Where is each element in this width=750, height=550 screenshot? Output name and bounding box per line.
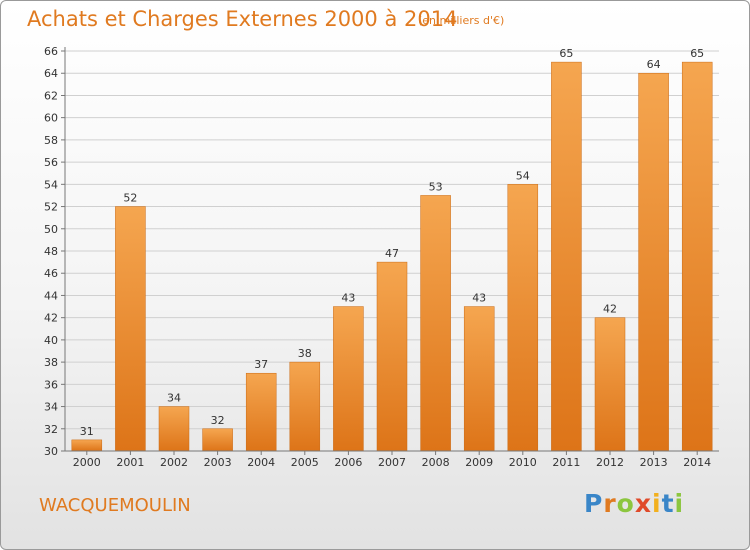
- x-tick-label: 2000: [73, 456, 101, 469]
- bar-2003: [202, 428, 233, 452]
- bar-labels: 31 52 34 32 37 38 43 47 53 43 54 65 42 64 65: [80, 47, 704, 438]
- x-tick-label: 2006: [334, 456, 362, 469]
- y-tick-label: 48: [44, 245, 58, 258]
- bar-value-label: 65: [690, 47, 704, 60]
- bar-value-label: 43: [472, 292, 486, 305]
- bar-2005: [289, 361, 321, 452]
- bars: [71, 61, 713, 452]
- bar-value-label: 38: [298, 347, 312, 360]
- proxiti-logo: Proxiti: [584, 489, 684, 518]
- axes: [64, 47, 719, 452]
- bar-value-label: 42: [603, 303, 617, 316]
- x-axis-ticks: 2000 2001 2002 2003 2004 2005 2006 2007 2008 2009…: [73, 451, 711, 469]
- bar-value-label: 34: [167, 392, 181, 405]
- logo-letter: i: [674, 489, 685, 518]
- y-tick-label: 32: [44, 423, 58, 436]
- y-tick-label: 34: [44, 401, 58, 414]
- x-tick-label: 2012: [596, 456, 624, 469]
- x-tick-label: 2005: [291, 456, 319, 469]
- bar-value-label: 53: [429, 180, 443, 193]
- x-tick-label: 2013: [640, 456, 668, 469]
- chart-title: Achats et Charges Externes 2000 à 2014: [27, 7, 458, 31]
- x-tick-label: 2011: [552, 456, 580, 469]
- logo-letter: t: [661, 489, 675, 518]
- y-tick-label: 64: [44, 67, 58, 80]
- bar-value-label: 65: [559, 47, 573, 60]
- logo-letter: i: [652, 489, 662, 518]
- y-tick-label: 42: [44, 312, 58, 325]
- chart-subtitle: (en milliers d'€): [418, 14, 505, 27]
- x-tick-label: 2014: [683, 456, 711, 469]
- bar-2006: [333, 306, 364, 452]
- x-tick-label: 2009: [465, 456, 493, 469]
- y-tick-label: 36: [44, 378, 58, 391]
- y-tick-label: 40: [44, 334, 58, 347]
- bar-value-label: 54: [516, 169, 530, 182]
- logo-letter: x: [634, 489, 652, 518]
- bar-value-label: 47: [385, 247, 399, 260]
- logo-letter: o: [616, 489, 635, 518]
- y-tick-label: 62: [44, 89, 58, 102]
- place-name: WACQUEMOULIN: [39, 495, 191, 516]
- x-tick-label: 2002: [160, 456, 188, 469]
- x-tick-label: 2003: [204, 456, 232, 469]
- bar-2012: [594, 317, 626, 452]
- bar-2010: [507, 184, 539, 452]
- bar-2013: [638, 72, 669, 452]
- bar-value-label: 37: [254, 358, 268, 371]
- bar-value-label: 64: [647, 58, 661, 71]
- bar-value-label: 43: [341, 292, 355, 305]
- y-tick-label: 46: [44, 267, 58, 280]
- bar-2004: [245, 372, 277, 452]
- bar-2002: [158, 406, 190, 452]
- y-tick-label: 50: [44, 223, 58, 236]
- logo-letter: P: [584, 489, 604, 518]
- y-tick-label: 52: [44, 201, 58, 214]
- bar-2007: [376, 261, 408, 452]
- logo-letter: r: [603, 489, 617, 518]
- x-tick-label: 2008: [422, 456, 450, 469]
- bar-value-label: 31: [80, 425, 94, 438]
- x-tick-label: 2010: [509, 456, 537, 469]
- bar-2011: [551, 61, 582, 452]
- bar-value-label: 52: [123, 192, 137, 205]
- x-tick-label: 2007: [378, 456, 406, 469]
- x-tick-label: 2001: [116, 456, 144, 469]
- bar-value-label: 32: [211, 414, 225, 427]
- bar-2000: [71, 439, 103, 452]
- y-tick-label: 38: [44, 356, 58, 369]
- x-tick-label: 2004: [247, 456, 275, 469]
- y-axis-ticks: 30 32 34 36 38 40 42 44 46 48 50 52 54 56 58 60 62 64 66: [44, 45, 65, 458]
- y-tick-label: 30: [44, 445, 58, 458]
- y-tick-label: 44: [44, 289, 58, 302]
- y-tick-label: 58: [44, 134, 58, 147]
- bar-2009: [463, 306, 495, 452]
- y-tick-label: 56: [44, 156, 58, 169]
- y-tick-label: 60: [44, 112, 58, 125]
- bar-2014: [681, 61, 713, 452]
- y-tick-label: 54: [44, 178, 58, 191]
- bar-2008: [420, 195, 451, 452]
- y-tick-label: 66: [44, 45, 58, 58]
- bar-2001: [115, 206, 146, 452]
